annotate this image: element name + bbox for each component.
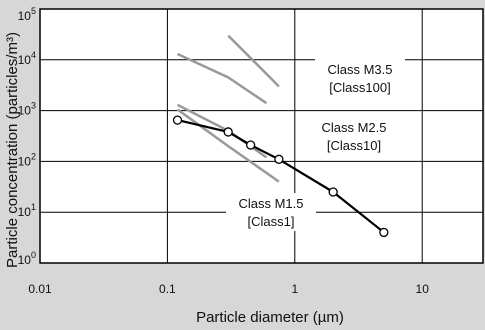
series-annotation-label: Class M1.5 (238, 196, 303, 211)
series-annotation-label: Class M3.5 (327, 62, 392, 77)
data-point (224, 128, 232, 136)
data-point (247, 141, 255, 149)
x-tick-label: 10 (416, 282, 430, 296)
y-tick-exponent: 2 (31, 151, 36, 161)
data-point (329, 188, 337, 196)
y-axis-title: Particle concentration (particles/m³) (4, 32, 21, 268)
series-annotation-label: [Class1] (248, 214, 295, 229)
y-tick-exponent: 4 (31, 50, 36, 60)
y-tick-exponent: 3 (31, 101, 36, 111)
data-point (380, 228, 388, 236)
data-point (173, 116, 181, 124)
y-tick-exponent: 5 (31, 6, 36, 16)
x-axis-title: Particle diameter (µm) (196, 309, 344, 326)
x-tick-label: 0.1 (159, 282, 176, 296)
y-tick-exponent: 1 (31, 202, 36, 212)
data-point (275, 155, 283, 163)
series-annotation-label: [Class100] (329, 80, 390, 95)
series-annotation-label: Class M2.5 (321, 120, 386, 135)
series-annotation-label: [Class10] (327, 138, 381, 153)
x-tick-label: 1 (291, 282, 298, 296)
y-tick-exponent: 0 (31, 250, 36, 260)
x-tick-label: 0.01 (28, 282, 52, 296)
